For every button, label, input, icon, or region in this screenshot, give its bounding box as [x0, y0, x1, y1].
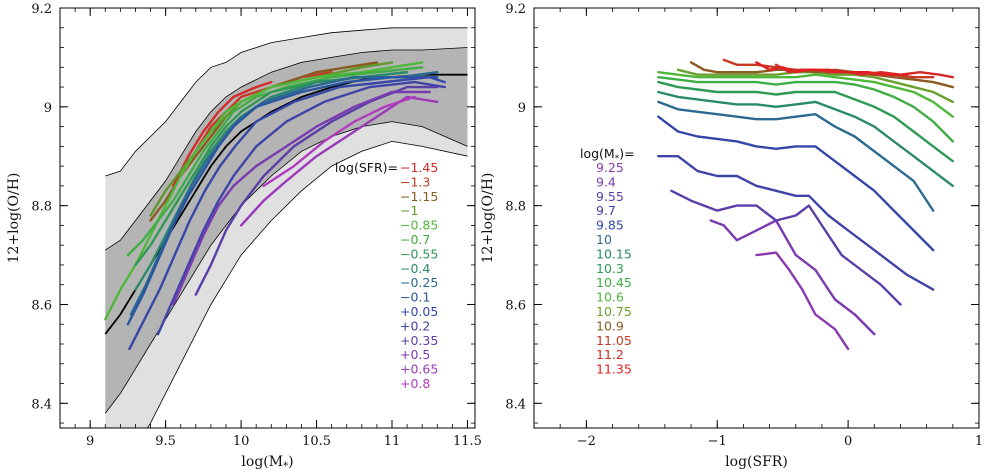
x-tick-label: 1	[975, 434, 983, 449]
series-line	[156, 80, 446, 336]
legend-title: log(SFR)=	[335, 160, 398, 175]
legend-entry: 11.35	[596, 362, 632, 377]
y-tick-label: 8.4	[505, 397, 526, 412]
x-tick-label: 10.5	[302, 434, 331, 449]
legend-entry: 10.15	[596, 246, 632, 261]
legend-entry: 9.7	[596, 203, 616, 218]
legend-entry: +0.35	[400, 333, 438, 348]
legend-title-part: )=	[619, 146, 634, 161]
legend-entry: 10	[596, 232, 612, 247]
band-edge-outer-upper	[105, 27, 468, 177]
y-tick-label: 9	[44, 101, 52, 116]
x-tick-label: −1	[708, 434, 727, 449]
legend-entry: −0.85	[400, 218, 438, 233]
series-line	[134, 70, 409, 291]
legend-entry: −0.1	[400, 290, 430, 305]
legend-entry: 10.6	[596, 290, 624, 305]
band-edge-inner-upper	[105, 47, 468, 251]
legend-entry: −1.3	[400, 174, 430, 189]
legend-entry: 10.75	[596, 304, 632, 319]
plot-area	[104, 27, 468, 428]
band-edge-outer-lower	[147, 140, 468, 428]
series-line	[657, 70, 954, 118]
panel-2: −2 −1 0 1 8.4 8.6 8.8 9 9.2 log(SFR) 12+log(O/H) lo…	[480, 2, 983, 470]
series-line	[657, 75, 954, 143]
x-tick-label: 0	[844, 434, 852, 449]
y-axis-label: 12+log(O/H)	[480, 173, 496, 264]
panel-1: 9 9.5 10 10.5 11 11.5 8.4 8.6 8.8 9 9.2 log(M*) 12+l…	[6, 2, 482, 472]
legend-entry: −0.4	[400, 261, 430, 276]
series-line	[171, 80, 273, 188]
x-tick-label: 9.5	[155, 434, 176, 449]
series-line	[755, 251, 850, 351]
series-line	[149, 61, 394, 217]
legend-entry: −1.45	[400, 160, 438, 175]
plot-area	[657, 58, 954, 351]
legend-entry: 9.55	[596, 189, 624, 204]
legend-entry: 9.85	[596, 218, 624, 233]
x-axis-label: log(M*)	[241, 454, 293, 472]
legend-entry: −0.25	[400, 275, 438, 290]
x-tick-label: 11.5	[453, 434, 482, 449]
series-line	[657, 90, 954, 188]
legend-entry: 10.9	[596, 318, 624, 333]
legend-entry: +0.05	[400, 304, 438, 319]
x-axis-label: log(SFR)	[725, 454, 788, 470]
legend-entry: +0.2	[400, 318, 430, 333]
legend-title-sub: *	[615, 154, 620, 164]
series-line	[126, 66, 424, 257]
x-axis-label-sub: *	[283, 461, 288, 472]
series-line	[689, 61, 954, 89]
series-line	[657, 154, 935, 291]
x-axis-label-part: log(M	[241, 454, 283, 470]
legend-entry: 11.2	[596, 347, 624, 362]
legend-entry: +0.5	[400, 347, 430, 362]
series-line	[128, 75, 446, 351]
series-line	[670, 189, 902, 306]
band-edge-inner-lower	[104, 121, 468, 414]
series-line	[171, 90, 431, 306]
y-tick-label: 8.8	[505, 200, 526, 215]
y-tick-label: 8.6	[505, 298, 526, 313]
x-axis-label-part: )	[288, 454, 293, 470]
series-line	[657, 80, 954, 163]
series-line	[657, 115, 935, 252]
x-tick-label: 10	[233, 434, 250, 449]
legend-entry: 9.4	[596, 174, 616, 189]
x-tick-label: 11	[384, 434, 401, 449]
y-tick-label: 8.8	[31, 200, 52, 215]
legend-entry: +0.8	[400, 376, 430, 391]
legend-title: log(M*)=	[580, 146, 635, 164]
y-tick-label: 8.4	[31, 397, 52, 412]
legend-entry: −1.15	[400, 189, 438, 204]
series-line	[126, 75, 439, 326]
plot-frame	[533, 7, 980, 429]
y-axis-label: 12+log(O/H)	[6, 173, 22, 264]
legend-title-part: log(M	[580, 146, 615, 161]
series-line	[104, 61, 424, 321]
y-tick-label: 9	[518, 101, 526, 116]
legend-entry: 10.45	[596, 275, 632, 290]
plot-frame	[59, 7, 476, 429]
x-tick-label: 9	[86, 434, 94, 449]
legend-entry: −0.55	[400, 246, 438, 261]
y-tick-label: 9.2	[505, 2, 526, 17]
x-tick-label: −2	[577, 434, 596, 449]
legend-entry: +0.65	[400, 362, 438, 377]
y-tick-label: 8.6	[31, 298, 52, 313]
series-line	[755, 61, 909, 76]
legend-entry: 10.3	[596, 261, 624, 276]
legend-entry: 11.05	[596, 333, 632, 348]
y-tick-label: 9.2	[31, 2, 52, 17]
series-line	[262, 95, 416, 188]
inner-band	[105, 47, 468, 414]
legend-entry: −0.7	[400, 232, 430, 247]
outer-band	[105, 27, 468, 428]
legend-entry: −1	[400, 203, 418, 218]
series-line	[709, 219, 876, 336]
legend-entry: 9.25	[596, 160, 624, 175]
series-line	[657, 100, 935, 212]
